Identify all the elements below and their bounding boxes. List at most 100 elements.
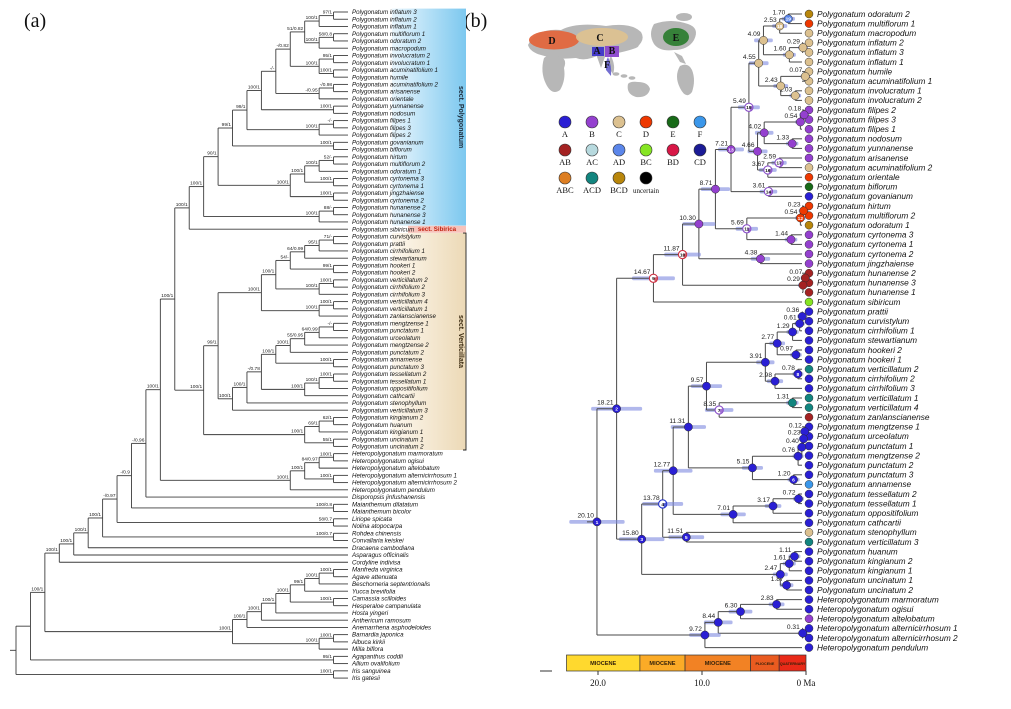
- taxon-label: Dracaena cambodiana: [352, 545, 415, 552]
- section-label: sect. Verticillata: [457, 315, 464, 368]
- internal-node: [684, 422, 693, 432]
- node-age: 20.10: [577, 513, 594, 520]
- node-age: 2.53: [764, 17, 777, 24]
- node-number: 3: [640, 537, 643, 543]
- internal-node: [668, 466, 678, 476]
- internal-node: [694, 219, 704, 229]
- support-value: 100/1: [320, 451, 332, 457]
- node-age: 8.44: [702, 613, 715, 620]
- taxon-label: Polygonatum kingianum 1: [352, 429, 423, 436]
- internal-node: [748, 463, 757, 473]
- axis-tick-label: 20.0: [590, 678, 606, 688]
- node-age: 1.87: [771, 576, 784, 583]
- taxon-label: Beschorneria septentrionalis: [352, 581, 430, 588]
- taxon-label: Polygonatum hookeri 1: [817, 354, 902, 364]
- taxon-label: Hosta yingeri: [352, 610, 389, 617]
- section-band-sibirica: [408, 225, 466, 233]
- taxon-label: Polygonatum annamense: [352, 357, 423, 364]
- support-value: 99/1: [323, 263, 333, 269]
- taxon-label: Polygonatum acuminatifolium 2: [352, 82, 439, 89]
- node-number: 17: [776, 161, 782, 167]
- node-age: 3.67: [752, 161, 765, 168]
- taxon-label: Polygonatum kingianum 2: [817, 556, 913, 566]
- node-age: 0.31: [787, 624, 800, 631]
- taxon-label: Polygonatum yunnanense: [817, 143, 913, 153]
- taxon-label: Polygonatum tessellatum 2: [352, 371, 427, 378]
- support-value: 100/1: [320, 278, 332, 284]
- support-value: 100/1: [176, 202, 188, 208]
- support-value: 100/1: [262, 597, 274, 603]
- tip-area-circle: [804, 576, 814, 585]
- internal-node: [770, 376, 780, 386]
- node-number: 10: [680, 252, 686, 258]
- tip-area-circle: [804, 259, 814, 268]
- internal-node: [790, 552, 799, 561]
- support-value: 58/0.7: [319, 516, 333, 522]
- taxon-label: Polygonatum punctatum 1: [817, 441, 913, 451]
- internal-node: [775, 21, 785, 31]
- node-age: 4.66: [742, 142, 755, 149]
- node-number: 15: [746, 105, 752, 111]
- axis-tick-label: 10.0: [694, 678, 710, 688]
- tip-area-circle: [804, 441, 814, 451]
- taxon-label: Heteropolygonatum pendulum: [817, 642, 928, 652]
- support-value: -/0.95: [305, 87, 318, 93]
- tip-area-circle: [804, 566, 814, 576]
- taxon-label: Polygonatum uncinatum 2: [817, 585, 913, 595]
- region-E: [663, 28, 689, 46]
- internal-node: [754, 58, 764, 68]
- support-value: 100/1: [75, 527, 87, 533]
- legend-label: ACD: [583, 185, 601, 195]
- taxon-label: Nolina atopocarpa: [352, 523, 403, 530]
- panel-a-label: (a): [24, 10, 47, 32]
- node-number: 11: [744, 227, 749, 233]
- support-value: 71/-: [324, 234, 333, 240]
- taxon-label: Polygonatum nodosum: [352, 110, 415, 117]
- region-F: [605, 57, 612, 76]
- internal-node: [799, 434, 808, 444]
- node-age: 0.36: [786, 307, 799, 314]
- taxon-label: Yucca brevifolia: [352, 588, 396, 595]
- taxon-label: Polygonatum verticillatum 4: [352, 299, 428, 306]
- taxon-label: Polygonatum oppositifolium: [352, 386, 428, 393]
- support-value: 100/1: [219, 393, 231, 399]
- taxon-label: Polygonatum uncinatum 1: [352, 436, 424, 443]
- support-value: 100/1: [306, 124, 318, 130]
- support-value: 100/1: [233, 381, 245, 387]
- node-age: 0.54: [785, 209, 798, 216]
- taxon-label: Polygonatum odoratum 1: [817, 220, 910, 230]
- support-value: 100/1: [233, 614, 245, 620]
- tip-area-circle: [804, 364, 814, 374]
- support-value: 100/0.7: [316, 531, 332, 537]
- tip-area-circle: [804, 86, 814, 96]
- taxon-label: Hesperaloe campanulata: [352, 603, 421, 610]
- legend-swatch-B: [585, 115, 599, 129]
- region-B: [605, 46, 619, 57]
- taxon-label: Polygonatum urceolatum: [352, 335, 420, 342]
- internal-node: [793, 369, 803, 379]
- support-value: 99/1: [207, 340, 217, 346]
- taxon-label: Polygonatum involucratum 1: [352, 60, 430, 67]
- node-age: 0.07: [789, 67, 802, 74]
- node-age: 4.55: [743, 54, 756, 61]
- support-value: 100/1: [291, 429, 303, 435]
- taxon-label: Polygonatum filipes 3: [352, 125, 411, 132]
- support-value: 52/-: [324, 154, 333, 160]
- tip-area-circle: [804, 499, 814, 508]
- node-age: 0.07: [789, 269, 802, 276]
- tip-area-circle: [804, 403, 814, 412]
- internal-node: [702, 381, 711, 391]
- support-value: 100/1: [320, 357, 332, 363]
- node-age: 5.69: [731, 220, 744, 227]
- node-age: 8.71: [700, 180, 713, 187]
- timeline: MIOCENE MIOCENE MIOCENE PLIOCENE QUATERNARY 2…: [540, 654, 815, 688]
- node-age: 0.72: [783, 490, 796, 497]
- support-value: 100/1: [306, 283, 318, 289]
- support-value: 100/1: [262, 348, 274, 354]
- legend-label: uncertain: [633, 187, 660, 195]
- section-label: sect. Sibirica: [418, 226, 457, 233]
- node-age: 0.23: [788, 202, 801, 209]
- tip-area-circle: [804, 489, 814, 499]
- taxon-label: Polygonatum acuminatifolium 1: [352, 67, 438, 74]
- taxon-label: Polygonatum involucratum 2: [352, 53, 431, 60]
